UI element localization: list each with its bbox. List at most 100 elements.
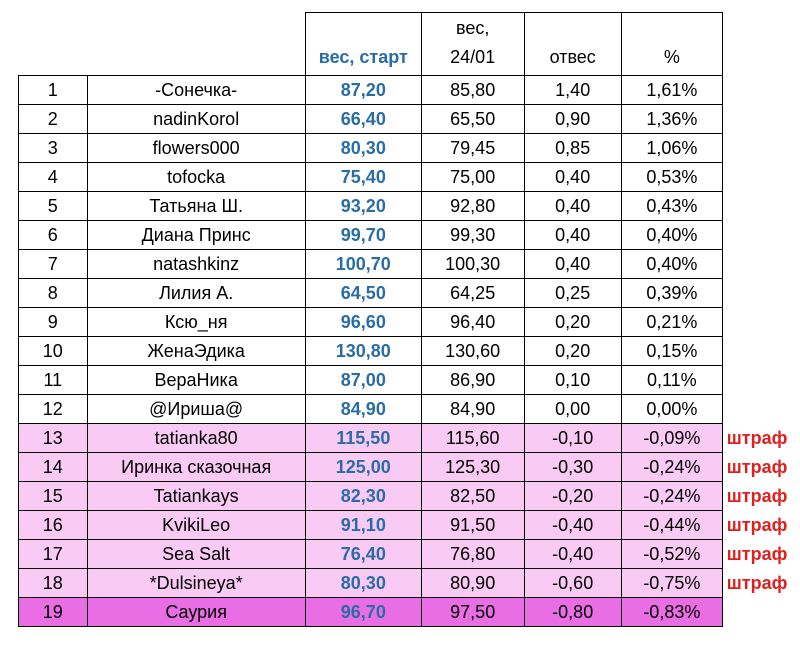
table-row: 17 Sea Salt 76,40 76,80 -0,40 -0,52% штраф — [18, 539, 800, 569]
weight-loss: -0,40 — [523, 539, 622, 569]
header-note-empty — [722, 13, 799, 76]
weight-table-container: вес, старт вес, 24/01 отвес % 1 -Сонечка- 8… — [18, 12, 800, 627]
penalty-label: штраф — [726, 427, 788, 448]
penalty-label — [722, 76, 799, 105]
loss-percent: -0,75% — [620, 568, 723, 598]
participant-name: *Dulsineya* — [86, 568, 306, 598]
start-weight: 115,50 — [304, 423, 422, 453]
weight-loss: 0,20 — [523, 336, 622, 366]
current-weight: 64,25 — [420, 278, 525, 308]
current-weight: 65,50 — [420, 104, 525, 134]
loss-percent: -0,24% — [620, 481, 723, 511]
start-weight: 93,20 — [304, 191, 422, 221]
table-row: 7 natashkinz 100,70 100,30 0,40 0,40% — [18, 249, 800, 279]
start-weight: 87,20 — [304, 75, 422, 105]
penalty-label — [722, 192, 799, 221]
row-number: 2 — [18, 104, 88, 134]
penalty-label: штраф — [726, 485, 788, 506]
table-row: 2 nadinKorol 66,40 65,50 0,90 1,36% — [18, 104, 800, 134]
participant-name: Tatiankays — [86, 481, 306, 511]
loss-percent: 0,00% — [620, 394, 723, 424]
participant-name: Диана Принс — [86, 220, 306, 250]
penalty-label — [722, 105, 799, 134]
row-number: 8 — [18, 278, 88, 308]
participant-name: KvikiLeo — [86, 510, 306, 540]
participant-name: Татьяна Ш. — [86, 191, 306, 221]
weight-loss: 0,40 — [523, 220, 622, 250]
loss-percent: -0,52% — [620, 539, 723, 569]
loss-percent: -0,09% — [620, 423, 723, 453]
row-number: 15 — [18, 481, 88, 511]
table-row: 12 @Ириша@ 84,90 84,90 0,00 0,00% — [18, 394, 800, 424]
penalty-label — [722, 163, 799, 192]
row-number: 7 — [18, 249, 88, 279]
current-weight: 125,30 — [420, 452, 525, 482]
start-weight: 130,80 — [304, 336, 422, 366]
current-weight: 92,80 — [420, 191, 525, 221]
loss-percent: 0,53% — [620, 162, 723, 192]
table-row: 15 Tatiankays 82,30 82,50 -0,20 -0,24% штраф — [18, 481, 800, 511]
participant-name: tatianka80 — [86, 423, 306, 453]
loss-percent: -0,44% — [620, 510, 723, 540]
row-number: 14 — [18, 452, 88, 482]
penalty-label: штраф — [726, 572, 788, 593]
penalty-label — [722, 308, 799, 337]
current-weight: 75,00 — [420, 162, 525, 192]
penalty-label — [722, 366, 799, 395]
penalty-label: штраф — [726, 514, 788, 535]
row-number: 5 — [18, 191, 88, 221]
participant-name: natashkinz — [86, 249, 306, 279]
participant-name: Ксю_ня — [86, 307, 306, 337]
table-row: 13 tatianka80 115,50 115,60 -0,10 -0,09% штраф — [18, 423, 800, 453]
start-weight: 76,40 — [304, 539, 422, 569]
start-weight: 96,60 — [304, 307, 422, 337]
loss-percent: 0,40% — [620, 220, 723, 250]
weight-loss: 0,25 — [523, 278, 622, 308]
loss-percent: 0,11% — [620, 365, 723, 395]
row-number: 12 — [18, 394, 88, 424]
row-number: 19 — [18, 597, 88, 627]
participant-name: Лилия А. — [86, 278, 306, 308]
start-weight: 96,70 — [304, 597, 422, 627]
current-weight: 100,30 — [420, 249, 525, 279]
row-number: 3 — [18, 133, 88, 163]
current-weight: 115,60 — [420, 423, 525, 453]
row-number: 11 — [18, 365, 88, 395]
weight-loss: -0,30 — [523, 452, 622, 482]
loss-percent: 0,21% — [620, 307, 723, 337]
start-weight: 66,40 — [304, 104, 422, 134]
participant-name: tofocka — [86, 162, 306, 192]
participant-name: flowers000 — [86, 133, 306, 163]
table-row: 5 Татьяна Ш. 93,20 92,80 0,40 0,43% — [18, 191, 800, 221]
start-weight: 80,30 — [304, 568, 422, 598]
weight-loss: 0,90 — [523, 104, 622, 134]
weight-loss: 0,40 — [523, 162, 622, 192]
weight-loss: 0,10 — [523, 365, 622, 395]
loss-percent: 1,36% — [620, 104, 723, 134]
penalty-label: штраф — [726, 456, 788, 477]
current-weight: 85,80 — [420, 75, 525, 105]
current-weight: 82,50 — [420, 481, 525, 511]
header-current-weight-line1: вес, — [455, 18, 490, 38]
table-row: 6 Диана Принс 99,70 99,30 0,40 0,40% — [18, 220, 800, 250]
penalty-label — [722, 598, 799, 627]
weight-loss: 0,20 — [523, 307, 622, 337]
start-weight: 100,70 — [304, 249, 422, 279]
weight-loss-table: вес, старт вес, 24/01 отвес % 1 -Сонечка- 8… — [18, 12, 800, 627]
start-weight: 91,10 — [304, 510, 422, 540]
table-row: 1 -Сонечка- 87,20 85,80 1,40 1,61% — [18, 75, 800, 105]
row-number: 4 — [18, 162, 88, 192]
row-number: 10 — [18, 336, 88, 366]
weight-loss: 0,40 — [523, 191, 622, 221]
row-number: 9 — [18, 307, 88, 337]
table-row: 18 *Dulsineya* 80,30 80,90 -0,60 -0,75% штраф — [18, 568, 800, 598]
start-weight: 82,30 — [304, 481, 422, 511]
start-weight: 84,90 — [304, 394, 422, 424]
weight-loss: 0,85 — [523, 133, 622, 163]
current-weight: 96,40 — [420, 307, 525, 337]
participant-name: -Сонечка- — [86, 75, 306, 105]
start-weight: 64,50 — [304, 278, 422, 308]
header-loss: отвес — [523, 12, 622, 76]
table-row: 19 Саурия 96,70 97,50 -0,80 -0,83% — [18, 597, 800, 627]
start-weight: 99,70 — [304, 220, 422, 250]
